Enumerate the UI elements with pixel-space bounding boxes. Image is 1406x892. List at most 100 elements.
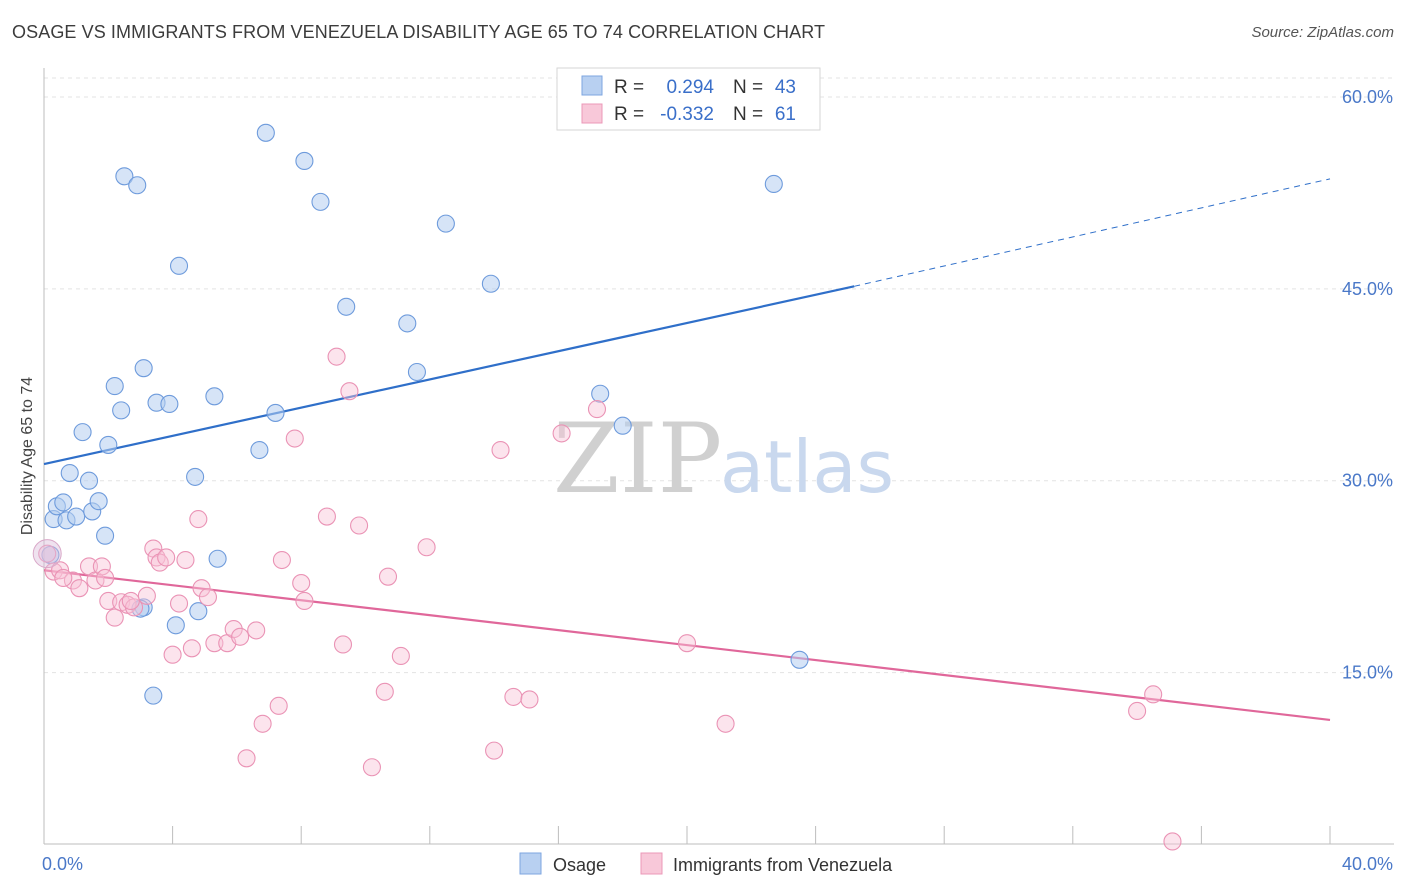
osage-trend-extension bbox=[854, 178, 1331, 287]
axes bbox=[43, 68, 1394, 845]
y-tick-label-45: 45.0% bbox=[1342, 279, 1393, 299]
osage-point-6 bbox=[67, 507, 86, 526]
venezuela-point-37 bbox=[295, 591, 314, 611]
x-tick-label-min: 0.0% bbox=[42, 854, 83, 874]
osage-point-15 bbox=[115, 167, 134, 186]
venezuela-n-label: N = bbox=[733, 104, 763, 125]
origin-cluster-point bbox=[32, 539, 62, 569]
venezuela-point-21 bbox=[176, 550, 195, 570]
venezuela-point-9 bbox=[99, 591, 118, 611]
legend-osage-label: Osage bbox=[553, 855, 606, 875]
venezuela-point-33 bbox=[269, 696, 288, 715]
venezuela-swatch bbox=[581, 103, 603, 124]
legend-venezuela-label: Immigrants from Venezuela bbox=[673, 855, 893, 875]
venezuela-point-45 bbox=[378, 567, 398, 586]
venezuela-point-49 bbox=[491, 440, 510, 460]
osage-point-18 bbox=[134, 359, 153, 378]
venezuela-r-label: R = bbox=[614, 104, 644, 125]
venezuela-point-29 bbox=[231, 627, 250, 646]
venezuela-point-47 bbox=[417, 538, 436, 557]
venezuela-point-19 bbox=[163, 645, 182, 664]
watermark-zip: ZIP bbox=[553, 403, 722, 515]
venezuela-point-30 bbox=[237, 749, 256, 768]
venezuela-point-32 bbox=[253, 714, 272, 733]
osage-swatch bbox=[581, 75, 603, 96]
venezuela-point-38 bbox=[317, 507, 336, 526]
venezuela-point-20 bbox=[169, 594, 189, 613]
osage-point-13 bbox=[105, 377, 124, 396]
osage-point-34 bbox=[398, 314, 417, 333]
y-tick-labels: 60.0% 45.0% 30.0% 15.0% bbox=[1342, 87, 1393, 683]
venezuela-point-51 bbox=[520, 690, 539, 709]
venezuela-point-18 bbox=[157, 548, 176, 567]
osage-point-39 bbox=[613, 416, 632, 435]
osage-point-38 bbox=[591, 384, 610, 403]
venezuela-point-50 bbox=[504, 687, 523, 706]
venezuela-point-53 bbox=[587, 400, 607, 419]
venezuela-point-24 bbox=[192, 579, 211, 598]
osage-point-25 bbox=[189, 602, 208, 621]
venezuela-point-25 bbox=[198, 588, 218, 607]
osage-point-26 bbox=[205, 387, 224, 406]
venezuela-point-40 bbox=[333, 635, 353, 654]
venezuela-point-4 bbox=[70, 579, 89, 598]
osage-point-35 bbox=[407, 362, 426, 382]
venezuela-point-57 bbox=[1144, 685, 1163, 704]
osage-point-7 bbox=[73, 423, 92, 442]
venezuela-point-26 bbox=[205, 634, 224, 653]
osage-point-40 bbox=[764, 174, 783, 194]
series-legend: Osage Immigrants from Venezuela bbox=[519, 852, 893, 875]
osage-point-3 bbox=[54, 493, 73, 512]
chart-source: Source: ZipAtlas.com bbox=[1251, 24, 1394, 41]
y-tick-label-60: 60.0% bbox=[1342, 87, 1393, 107]
osage-r-value: 0.294 bbox=[666, 77, 714, 98]
osage-point-14 bbox=[112, 401, 131, 420]
venezuela-point-42 bbox=[350, 516, 369, 535]
venezuela-point-59 bbox=[54, 568, 73, 587]
venezuela-point-56 bbox=[1128, 701, 1147, 721]
venezuela-point-54 bbox=[677, 634, 697, 653]
osage-point-22 bbox=[166, 616, 185, 635]
legend-venezuela-swatch bbox=[640, 852, 663, 875]
osage-point-8 bbox=[79, 471, 99, 490]
stats-legend: R = 0.294 N = 43 R = -0.332 N = 61 bbox=[556, 67, 821, 131]
venezuela-point-46 bbox=[391, 646, 410, 666]
osage-point-19 bbox=[144, 686, 163, 705]
osage-point-29 bbox=[256, 123, 275, 142]
osage-point-28 bbox=[250, 440, 269, 460]
osage-point-27 bbox=[208, 549, 227, 568]
venezuela-n-value: 61 bbox=[775, 104, 796, 125]
venezuela-point-14 bbox=[137, 586, 156, 605]
venezuela-r-value: -0.332 bbox=[660, 104, 714, 125]
osage-point-23 bbox=[169, 256, 189, 275]
venezuela-point-10 bbox=[105, 608, 124, 627]
osage-n-value: 43 bbox=[775, 77, 796, 98]
watermark: ZIP atlas bbox=[553, 403, 894, 515]
trend-lines bbox=[43, 178, 1331, 722]
venezuela-point-7 bbox=[92, 557, 111, 576]
legend-osage-swatch bbox=[519, 852, 542, 875]
y-axis-label: Disability Age 65 to 74 bbox=[19, 377, 36, 535]
venezuela-trend-line bbox=[43, 569, 1331, 722]
venezuela-point-48 bbox=[485, 741, 504, 760]
osage-point-31 bbox=[295, 151, 314, 171]
osage-point-11 bbox=[96, 526, 115, 545]
osage-point-32 bbox=[311, 192, 330, 211]
osage-point-12 bbox=[99, 435, 118, 454]
venezuela-point-44 bbox=[375, 682, 394, 701]
venezuela-point-52 bbox=[552, 424, 571, 443]
venezuela-point-23 bbox=[189, 510, 208, 529]
osage-point-30 bbox=[266, 403, 285, 422]
osage-point-21 bbox=[160, 394, 179, 414]
osage-r-label: R = bbox=[614, 77, 644, 98]
osage-point-5 bbox=[60, 464, 79, 483]
venezuela-point-43 bbox=[362, 758, 381, 777]
osage-point-24 bbox=[186, 467, 205, 486]
x-tick-label-max: 40.0% bbox=[1342, 854, 1393, 874]
venezuela-point-31 bbox=[247, 621, 266, 640]
osage-point-41 bbox=[790, 650, 809, 669]
y-tick-label-15: 15.0% bbox=[1342, 663, 1393, 683]
venezuela-point-0 bbox=[38, 544, 57, 563]
osage-point-36 bbox=[436, 214, 455, 233]
osage-n-label: N = bbox=[733, 77, 763, 98]
